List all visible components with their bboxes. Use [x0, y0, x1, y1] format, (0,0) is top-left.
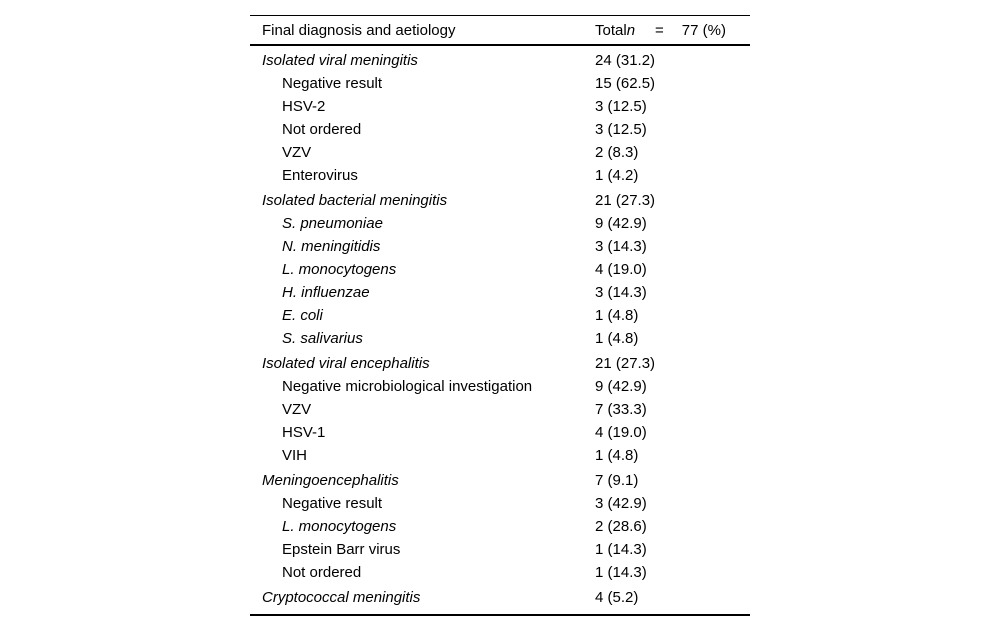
row-label: H. influenzae — [282, 284, 370, 301]
row-value: 24 (31.2) — [595, 52, 656, 69]
header-total-column: Totaln = 77 (%) — [595, 16, 726, 46]
row-value: 9 (42.9) — [595, 378, 647, 395]
table-row: VZV 7 (33.3) — [250, 398, 750, 421]
table-row: Isolated viral encephalitis 21 (27.3) — [250, 352, 750, 375]
table-row: E. coli 1 (4.8) — [250, 304, 750, 327]
row-label: S. salivarius — [282, 330, 363, 347]
table-row: Negative microbiological investigation 9 … — [250, 375, 750, 398]
row-label: HSV-1 — [282, 424, 326, 441]
row-value: 2 (28.6) — [595, 518, 647, 535]
table-row: S. salivarius 1 (4.8) — [250, 327, 750, 350]
row-label: Isolated bacterial meningitis — [262, 192, 448, 209]
table-body: Isolated viral meningitis 24 (31.2) Negati… — [250, 46, 750, 614]
row-value: 3 (12.5) — [595, 98, 647, 115]
table-row: Negative result 15 (62.5) — [250, 72, 750, 95]
table-row: N. meningitidis 3 (14.3) — [250, 235, 750, 258]
row-label: S. pneumoniae — [282, 215, 383, 232]
row-label: Enterovirus — [282, 167, 358, 184]
row-value: 1 (4.8) — [595, 307, 639, 324]
table-row: Epstein Barr virus 1 (14.3) — [250, 538, 750, 561]
row-label: Negative result — [282, 495, 383, 512]
row-value: 3 (14.3) — [595, 284, 647, 301]
row-label: N. meningitidis — [282, 238, 381, 255]
row-label: VZV — [282, 401, 312, 418]
row-label: Meningoencephalitis — [262, 472, 399, 489]
row-label: Negative result — [282, 75, 383, 92]
row-value: 1 (4.8) — [595, 447, 639, 464]
table-row: H. influenzae 3 (14.3) — [250, 281, 750, 304]
row-label: VZV — [282, 144, 312, 161]
table-row: Isolated bacterial meningitis 21 (27.3) — [250, 189, 750, 212]
table-row: S. pneumoniae 9 (42.9) — [250, 212, 750, 235]
row-value: 1 (14.3) — [595, 564, 647, 581]
row-value: 1 (4.2) — [595, 167, 639, 184]
row-value: 21 (27.3) — [595, 355, 656, 372]
header-total-prefix: Total — [595, 22, 627, 39]
row-label: Cryptococcal meningitis — [262, 589, 421, 606]
table-row: HSV-2 3 (12.5) — [250, 95, 750, 118]
row-label: VIH — [282, 447, 308, 464]
row-value: 3 (42.9) — [595, 495, 647, 512]
row-value: 7 (9.1) — [595, 472, 639, 489]
row-label: HSV-2 — [282, 98, 326, 115]
table-row: Not ordered 1 (14.3) — [250, 561, 750, 584]
table-row: Isolated viral meningitis 24 (31.2) — [250, 49, 750, 72]
row-value: 3 (14.3) — [595, 238, 647, 255]
table-row: VIH 1 (4.8) — [250, 444, 750, 467]
header-diagnosis-column: Final diagnosis and aetiology — [262, 22, 456, 39]
table-row: Negative result 3 (42.9) — [250, 492, 750, 515]
table-row: L. monocytogens 4 (19.0) — [250, 258, 750, 281]
row-label: L. monocytogens — [282, 261, 397, 278]
row-label: E. coli — [282, 307, 323, 324]
table-header-row: Final diagnosis and aetiology Totaln = 77 … — [250, 16, 750, 46]
table-row: Cryptococcal meningitis 4 (5.2) — [250, 586, 750, 609]
row-value: 2 (8.3) — [595, 144, 639, 161]
row-label: Negative microbiological investigation — [282, 378, 533, 395]
header-total-value: 77 (%) — [681, 22, 726, 39]
row-label: Isolated viral encephalitis — [262, 355, 430, 372]
row-label: Not ordered — [282, 564, 362, 581]
table-row: HSV-1 4 (19.0) — [250, 421, 750, 444]
row-value: 4 (5.2) — [595, 589, 639, 606]
row-value: 3 (12.5) — [595, 121, 647, 138]
table-row: Not ordered 3 (12.5) — [250, 118, 750, 141]
row-label: Epstein Barr virus — [282, 541, 401, 558]
row-value: 1 (14.3) — [595, 541, 647, 558]
row-label: L. monocytogens — [282, 518, 397, 535]
row-value: 4 (19.0) — [595, 261, 647, 278]
row-value: 4 (19.0) — [595, 424, 647, 441]
table-row: Meningoencephalitis 7 (9.1) — [250, 469, 750, 492]
row-value: 21 (27.3) — [595, 192, 656, 209]
row-value: 1 (4.8) — [595, 330, 639, 347]
row-label: Isolated viral meningitis — [262, 52, 418, 69]
header-equals-sign: = — [655, 22, 664, 39]
row-value: 7 (33.3) — [595, 401, 647, 418]
row-value: 9 (42.9) — [595, 215, 647, 232]
table-row: Enterovirus 1 (4.2) — [250, 164, 750, 187]
row-label: Not ordered — [282, 121, 362, 138]
table-row: VZV 2 (8.3) — [250, 141, 750, 164]
header-n-symbol: n — [626, 22, 636, 39]
diagnosis-aetiology-table: Final diagnosis and aetiology Totaln = 77 … — [250, 15, 750, 616]
row-value: 15 (62.5) — [595, 75, 656, 92]
table-row: L. monocytogens 2 (28.6) — [250, 515, 750, 538]
